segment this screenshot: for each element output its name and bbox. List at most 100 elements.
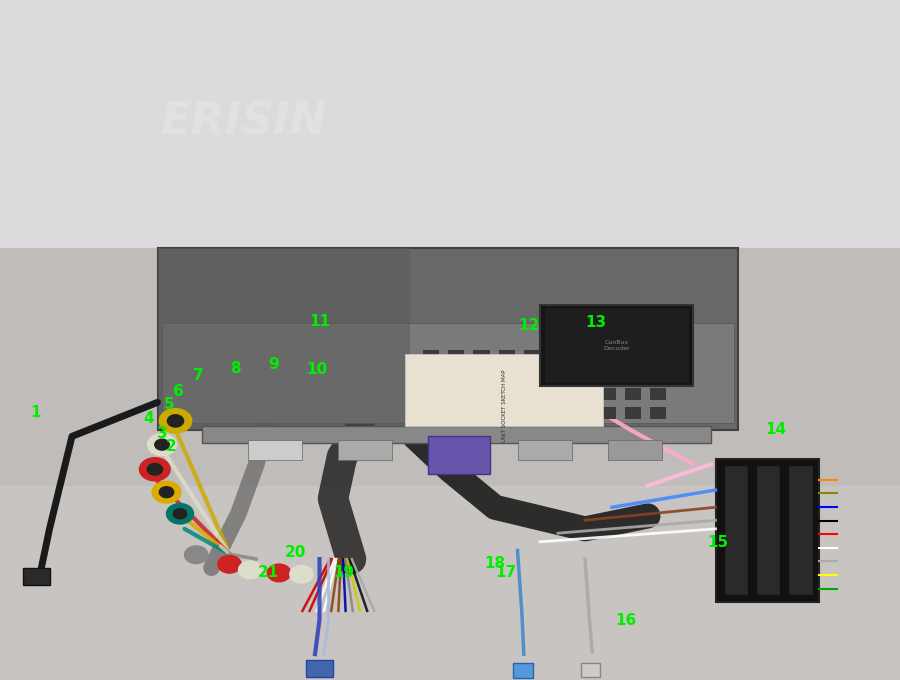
Circle shape [147,464,162,475]
Bar [650,407,666,420]
Circle shape [140,458,170,481]
Circle shape [218,556,241,573]
Bar [473,388,490,401]
Text: 4: 4 [143,411,154,426]
Bar [0,486,900,680]
Bar [549,350,565,362]
Bar [448,350,464,362]
Text: 7: 7 [193,368,203,383]
Text: 21: 21 [257,565,279,581]
Text: 14: 14 [765,422,787,437]
Bar [428,440,482,460]
Text: 9: 9 [268,357,279,372]
Text: 3: 3 [157,426,167,441]
Bar [428,437,491,474]
Bar [22,568,50,585]
Bar [524,407,540,420]
Circle shape [267,564,291,582]
Bar [549,388,565,401]
Text: 17: 17 [495,565,517,581]
Bar [625,369,641,381]
Circle shape [155,439,169,450]
Bar [599,388,616,401]
Bar [499,350,515,362]
Bar [423,388,439,401]
Circle shape [159,409,192,433]
Circle shape [173,509,187,519]
Bar [306,660,333,677]
Bar [448,407,464,420]
Bar [473,407,490,420]
Circle shape [238,561,262,579]
Bar [473,350,490,362]
Bar [608,440,662,460]
Circle shape [148,434,176,456]
Text: 5: 5 [164,397,175,412]
Bar [599,369,616,381]
Bar [248,440,302,460]
Bar [158,248,738,430]
Bar [540,305,693,386]
Bar [599,350,616,362]
Text: 2: 2 [166,439,176,454]
Bar [158,248,410,430]
Text: 18: 18 [484,556,506,571]
Circle shape [184,546,208,564]
Text: 15: 15 [707,535,729,550]
Bar [574,369,590,381]
Text: 1: 1 [31,405,41,420]
Bar [473,369,490,381]
Circle shape [167,415,184,427]
Bar [423,369,439,381]
Text: 19: 19 [333,565,355,581]
Text: 13: 13 [585,315,607,330]
Text: UNIT SOCKET SKETCH MAP: UNIT SOCKET SKETCH MAP [501,370,507,442]
Bar [448,388,464,401]
Text: 12: 12 [518,318,540,333]
Bar [789,466,813,596]
Bar [499,388,515,401]
Text: ERISIN: ERISIN [159,101,327,144]
Text: 16: 16 [615,613,636,628]
Bar [574,407,590,420]
Bar [513,663,533,678]
Bar [625,388,641,401]
Bar [499,369,515,381]
Bar [757,466,780,596]
Bar [574,350,590,362]
Bar [716,460,819,602]
Text: 8: 8 [230,361,241,376]
Bar [202,426,711,443]
Bar [724,466,748,596]
Bar [650,350,666,362]
Bar [549,369,565,381]
Bar [448,369,464,381]
Circle shape [290,565,313,583]
Bar [423,350,439,362]
Text: CanBus
Decoder: CanBus Decoder [603,340,630,351]
Bar [405,354,603,426]
Bar [650,388,666,401]
Bar [650,369,666,381]
Circle shape [166,504,194,524]
Bar [549,407,565,420]
Bar [625,350,641,362]
Text: 11: 11 [309,314,330,329]
Bar [599,407,616,420]
Circle shape [152,481,181,503]
Bar [423,407,439,420]
Bar [518,440,572,460]
Bar [499,407,515,420]
Bar [625,407,641,420]
Bar [0,248,900,680]
Bar [580,663,600,677]
Bar [524,350,540,362]
Bar [574,388,590,401]
Bar [524,388,540,401]
Circle shape [159,487,174,498]
Bar [162,323,734,423]
Bar [338,440,392,460]
Bar [544,308,688,383]
Text: 10: 10 [306,362,328,377]
Text: 6: 6 [173,384,184,399]
